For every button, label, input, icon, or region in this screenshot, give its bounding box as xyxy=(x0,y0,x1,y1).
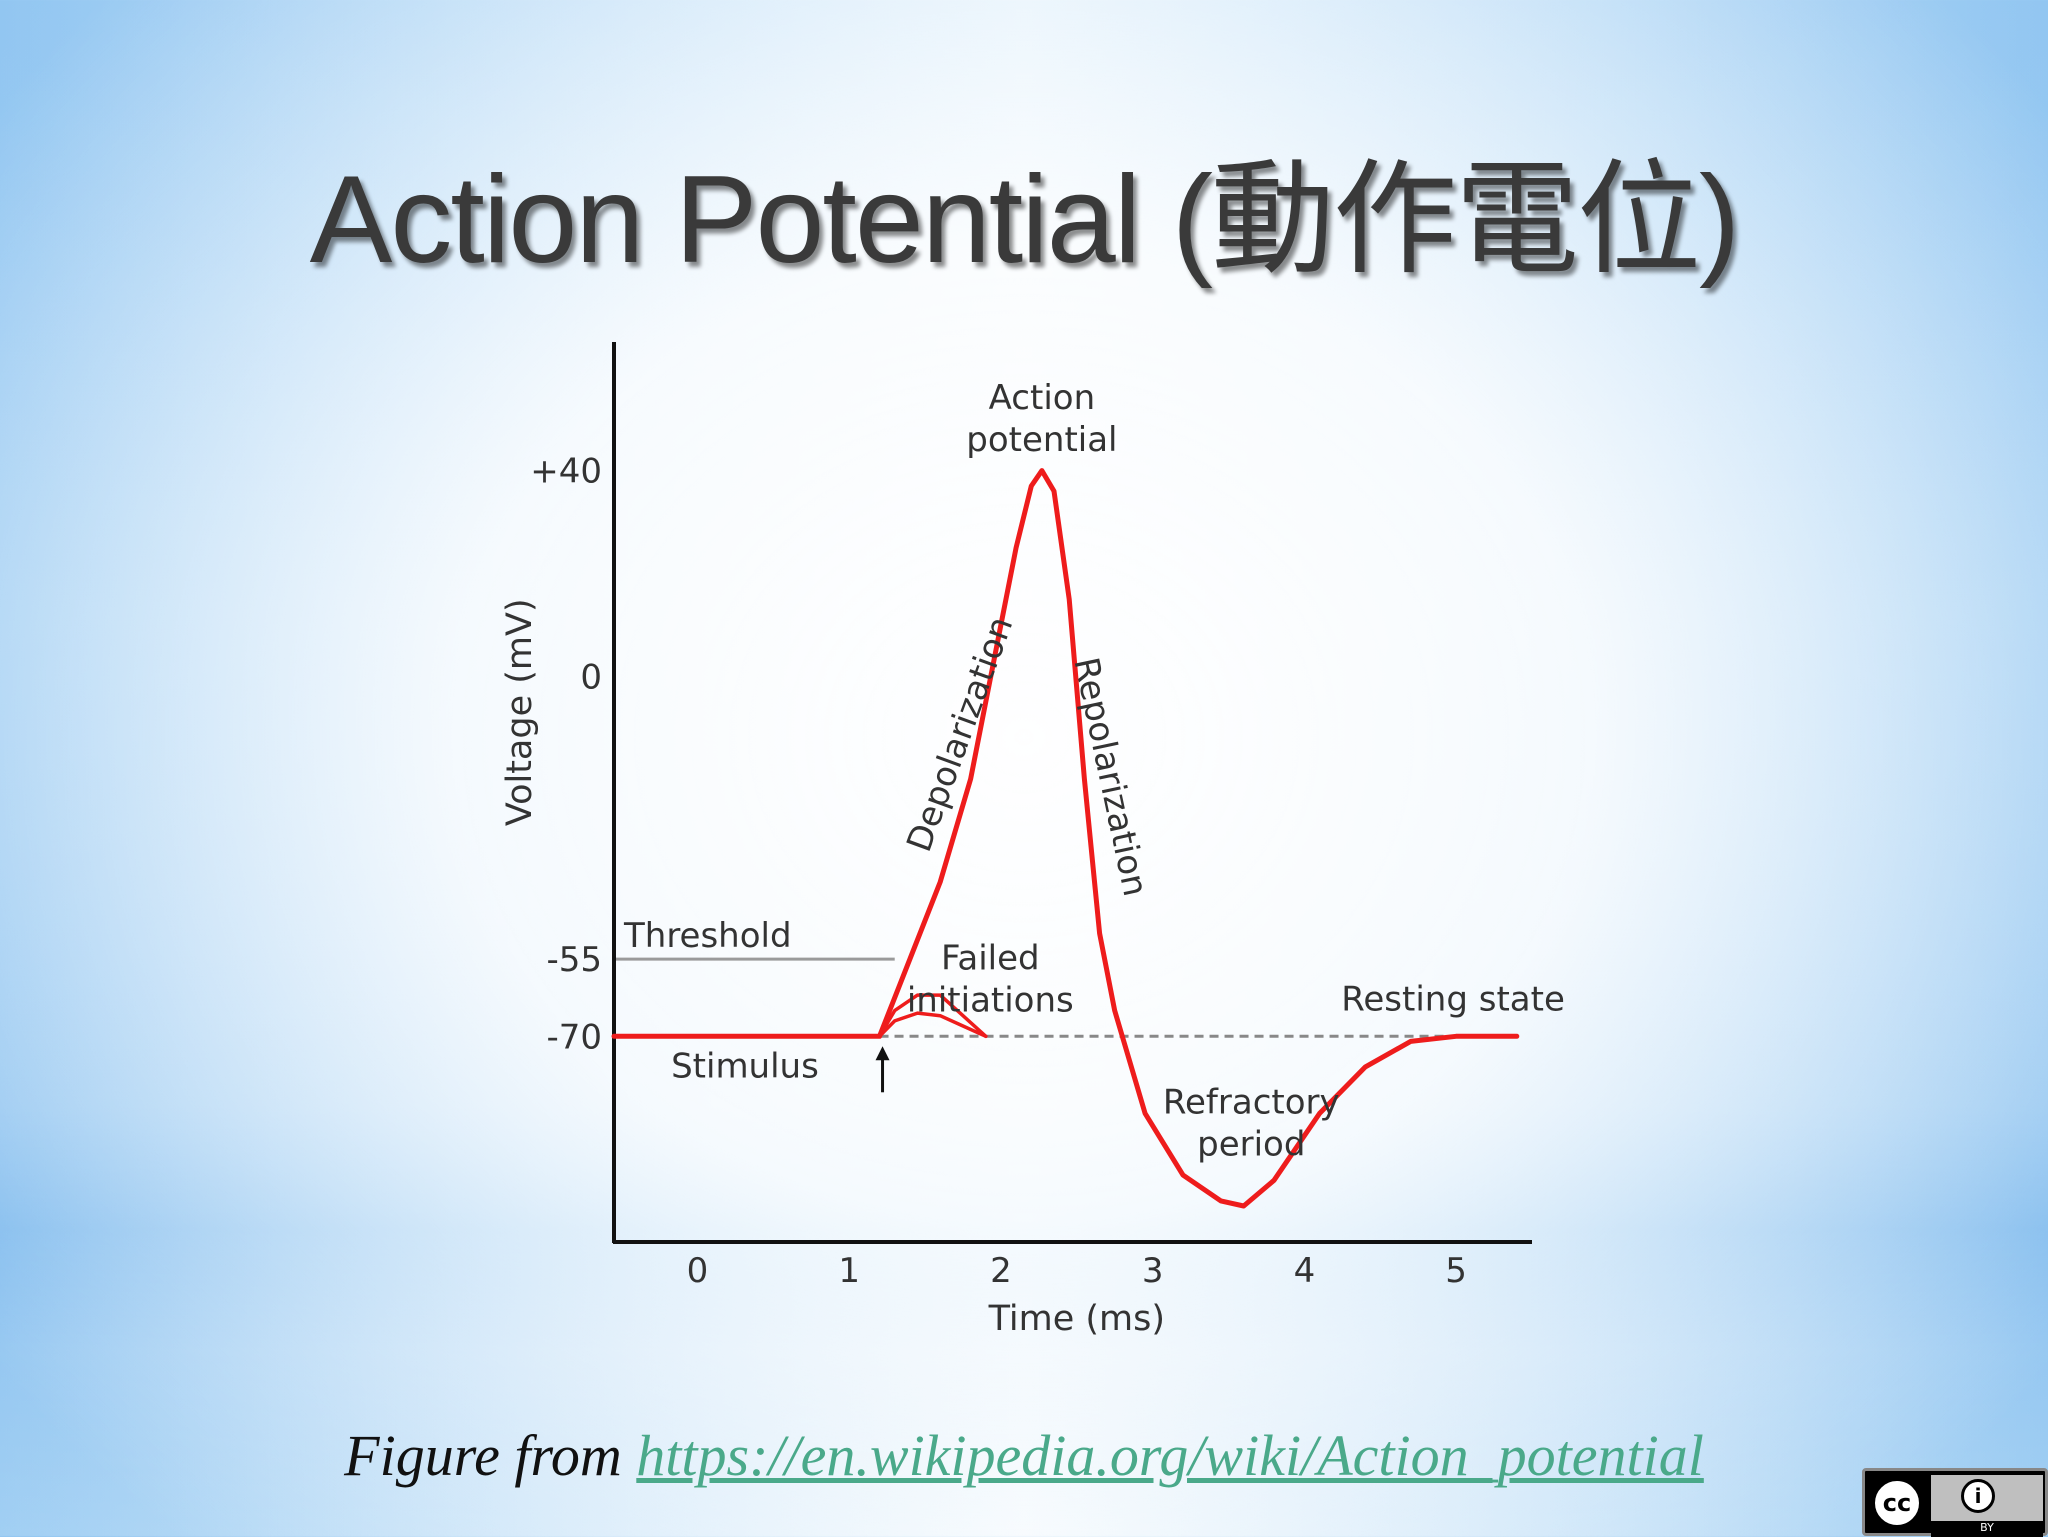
annotation-failed: Failed initiations xyxy=(907,938,1074,1020)
figure-caption: Figure from https://en.wikipedia.org/wik… xyxy=(0,1422,2048,1489)
stimulus-arrowhead xyxy=(875,1046,890,1061)
action-potential-trace xyxy=(611,468,1520,1209)
source-link[interactable]: https://en.wikipedia.org/wiki/Action_pot… xyxy=(636,1423,1704,1488)
annotation-repolarization: Repolarization xyxy=(1065,654,1155,900)
x-axis-title: Time (ms) xyxy=(988,1299,1165,1339)
x-tick-label: 2 xyxy=(990,1251,1012,1291)
annotation-refractory: Refractory period xyxy=(1163,1082,1340,1164)
caption-prefix: Figure from xyxy=(344,1423,637,1488)
x-tick-label: 5 xyxy=(1445,1251,1467,1291)
x-tick-label: 3 xyxy=(1142,1251,1164,1291)
slide-title: Action Potential (動作電位) xyxy=(309,151,1741,289)
annotation-line: Stimulus xyxy=(671,1046,819,1086)
annotation-line: Failed xyxy=(941,938,1040,978)
y-tick-label: +40 xyxy=(530,452,602,492)
y-tick-label: 0 xyxy=(580,657,602,697)
y-tick-label: -55 xyxy=(546,940,602,980)
license-badge[interactable]: cc i BY xyxy=(1862,1468,2048,1537)
action-potential-chart: 0 1 2 3 4 5 +40 0 -55 -70 Time (ms) Voltage (mV) Thr… xyxy=(500,342,1565,1339)
x-tick-label: 1 xyxy=(838,1251,860,1291)
x-tick-label: 0 xyxy=(687,1251,709,1291)
y-tick-label: -70 xyxy=(546,1017,602,1057)
annotation-resting-state: Resting state xyxy=(1341,980,1565,1020)
failed-initiation-trace xyxy=(877,1011,988,1039)
annotation-line: Refractory xyxy=(1163,1082,1340,1122)
annotation-line: potential xyxy=(966,420,1117,460)
by-label: BY xyxy=(1931,1521,2043,1537)
annotation-action: Action potential xyxy=(966,378,1117,460)
x-tick-label: 4 xyxy=(1294,1251,1316,1291)
attribution-area: i BY xyxy=(1931,1475,2043,1537)
threshold-label: Threshold xyxy=(623,916,792,956)
annotation-line: Repolarization xyxy=(1065,654,1155,900)
y-axis-title: Voltage (mV) xyxy=(500,598,540,826)
annotation-line: Resting state xyxy=(1341,980,1565,1020)
person-icon: i xyxy=(1961,1479,1995,1513)
annotation-line: initiations xyxy=(907,980,1074,1020)
failed-initiation-trace xyxy=(877,993,988,1039)
cc-icon: cc xyxy=(1871,1477,1923,1529)
annotation-stimulus: Stimulus xyxy=(671,1046,819,1086)
annotation-line: Action xyxy=(989,378,1095,418)
annotation-line: period xyxy=(1197,1124,1305,1164)
